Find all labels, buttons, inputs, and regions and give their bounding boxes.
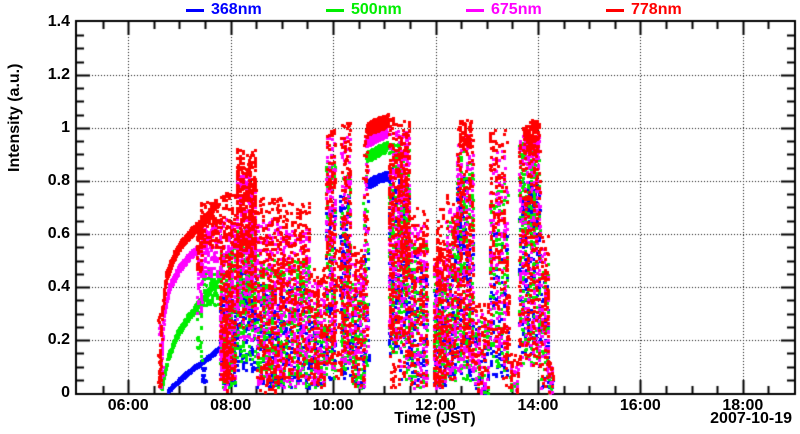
x-tick-label: 10:00 xyxy=(312,397,354,414)
y-tick-label: 1.2 xyxy=(47,66,70,83)
legend-dash-icon xyxy=(606,8,624,12)
date-label: 2007-10-19 xyxy=(710,410,792,427)
legend-dash-icon xyxy=(186,8,204,12)
y-tick-label: 1.4 xyxy=(47,13,70,30)
legend-label: 675nm xyxy=(491,1,542,18)
x-tick-label: 08:00 xyxy=(210,397,252,414)
legend-label: 368nm xyxy=(211,1,262,18)
x-tick-label: 06:00 xyxy=(107,397,149,414)
y-tick-label: 0.2 xyxy=(47,331,70,348)
y-tick-label: 0.8 xyxy=(47,172,70,189)
legend-item-675nm: 675nm xyxy=(466,0,542,20)
x-tick-label: 12:00 xyxy=(415,397,456,414)
legend-item-778nm: 778nm xyxy=(606,0,682,20)
x-tick-label: 18:00 xyxy=(722,397,764,414)
legend-label: 500nm xyxy=(351,1,402,18)
x-axis-title: Time (JST) xyxy=(394,410,476,427)
legend-item-368nm: 368nm xyxy=(186,0,262,20)
legend-label: 778nm xyxy=(631,1,682,18)
x-tick-label: 14:00 xyxy=(517,397,559,414)
y-tick-label: 0 xyxy=(61,384,70,401)
y-tick-label: 1 xyxy=(61,119,70,136)
y-tick-label: 0.4 xyxy=(47,278,70,295)
x-tick-label: 16:00 xyxy=(619,397,661,414)
legend-dash-icon xyxy=(326,8,344,12)
legend: 368nm 500nm 675nm 778nm xyxy=(0,0,800,20)
legend-item-500nm: 500nm xyxy=(326,0,402,20)
y-tick-label: 0.6 xyxy=(47,225,70,242)
legend-dash-icon xyxy=(466,8,484,12)
